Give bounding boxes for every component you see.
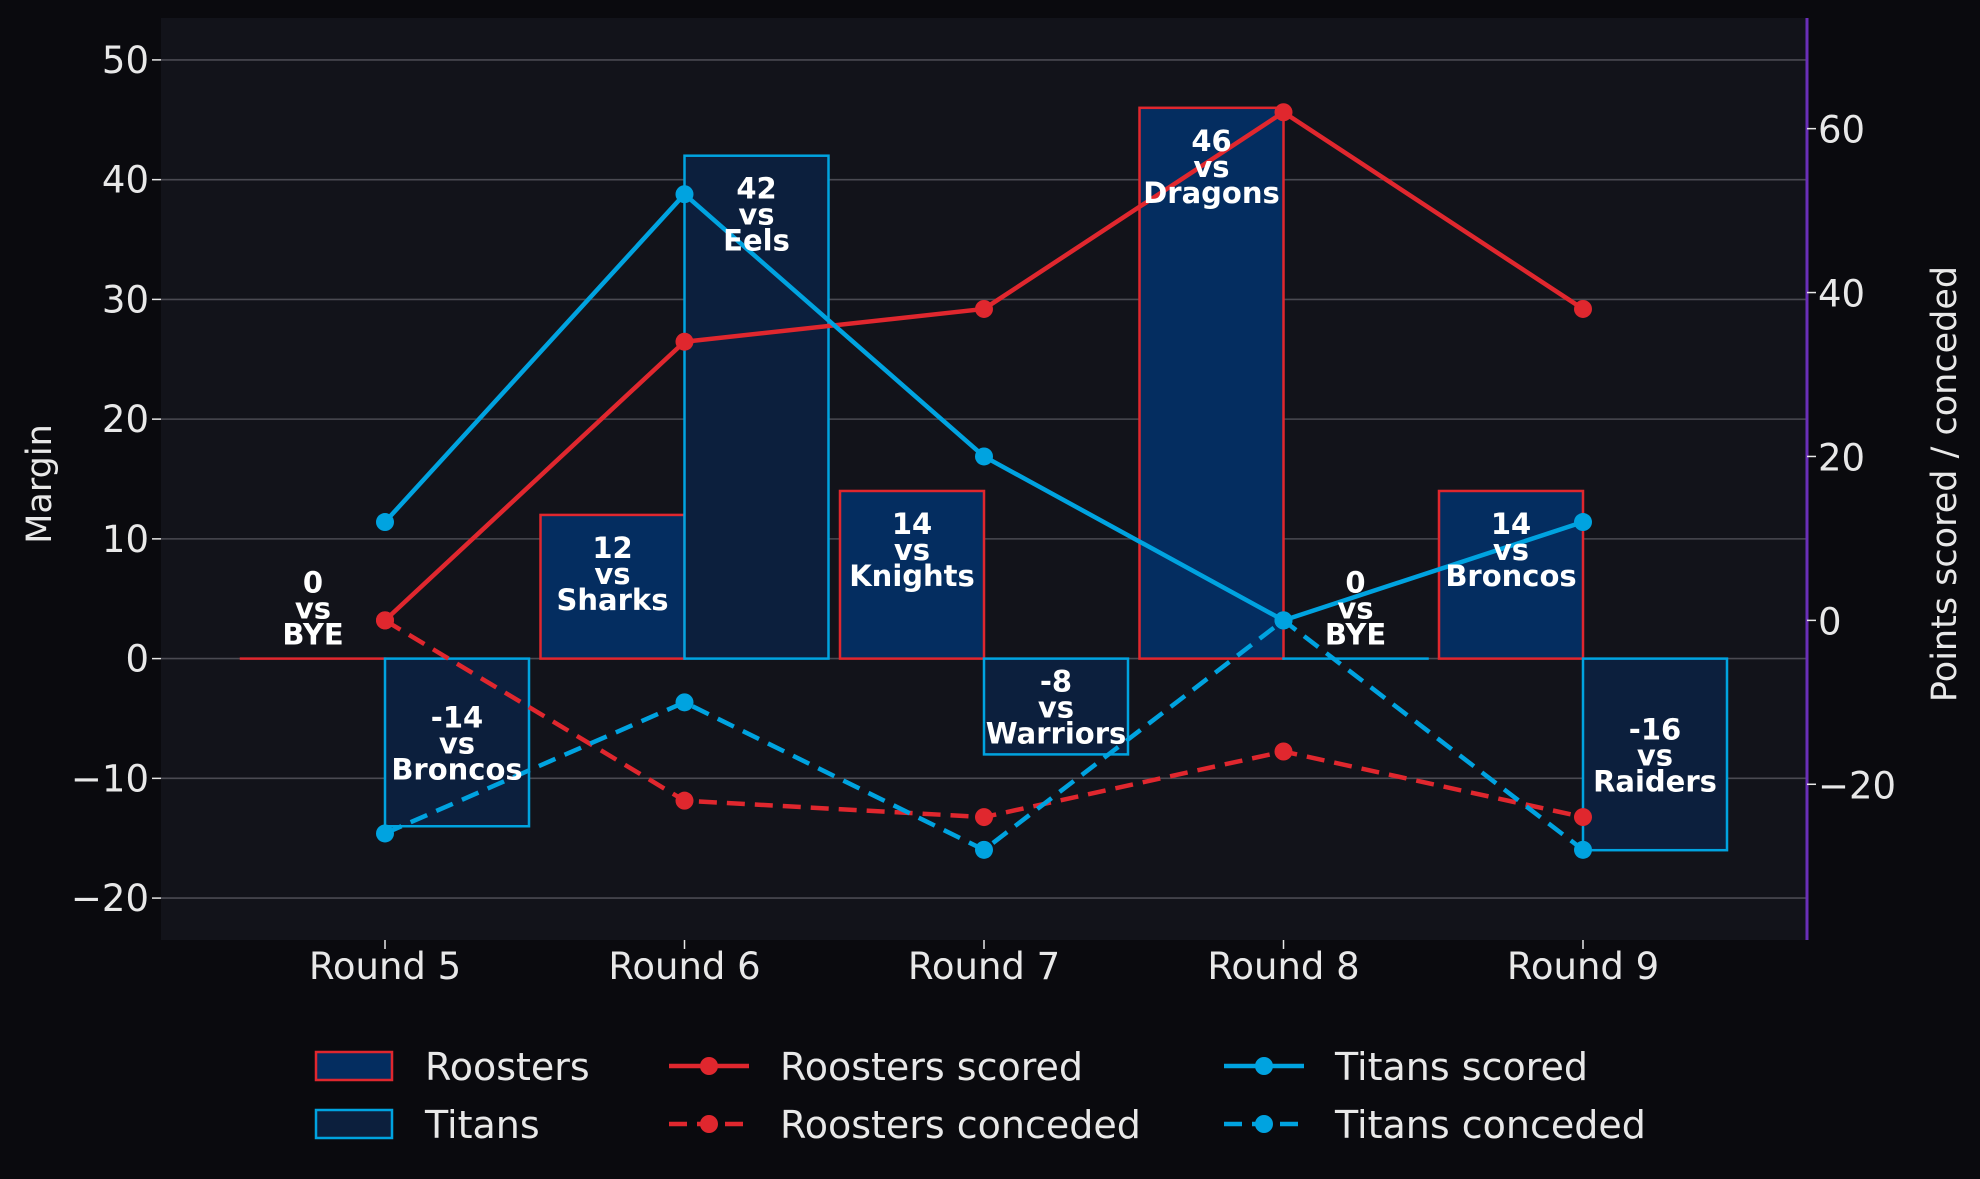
axes: 50 40 30 20 10 0 −10 −20 60 40 20 0 −20 Round 5 Round … <box>71 39 1896 988</box>
bar-data-label: vs <box>594 557 630 591</box>
bar-data-label: Raiders <box>1593 764 1717 798</box>
bar-data-label: 0 <box>303 566 323 600</box>
line-point <box>675 185 694 204</box>
line-point <box>1574 513 1592 532</box>
bar-roosters <box>539 513 686 660</box>
bar-data-label: vs <box>1637 738 1673 772</box>
legend-label: Roosters conceded <box>780 1103 1141 1147</box>
bar-data-label: vs <box>894 533 930 567</box>
bar-data-label: -14 <box>431 700 483 734</box>
bar-data-label: vs <box>1038 691 1074 725</box>
bar-data-label: Broncos <box>1445 559 1576 593</box>
bar-data-label: 14 <box>1491 507 1531 541</box>
bar-data-label: -8 <box>1040 665 1072 699</box>
y2-tick-label: 60 <box>1818 109 1865 152</box>
y-tick-label: 40 <box>102 159 149 202</box>
line-point <box>975 447 993 466</box>
bar-data-label: Broncos <box>391 752 522 786</box>
y-tick-label: 10 <box>102 518 149 561</box>
bar-titans <box>683 154 830 660</box>
line-point <box>975 808 993 827</box>
bar-data-label: BYE <box>1325 618 1386 652</box>
bar-data-label: vs <box>295 592 331 626</box>
legend-label: Roosters <box>425 1045 590 1089</box>
line-point <box>675 332 694 351</box>
line-point <box>1574 299 1592 318</box>
bar-data-label: Eels <box>723 224 790 258</box>
legend-label: Titans conceded <box>1334 1103 1646 1147</box>
line-point <box>376 513 394 532</box>
bar-data-label: 42 <box>736 172 776 206</box>
x-tick-label: Round 5 <box>309 945 461 988</box>
y-tick-label: 0 <box>125 638 149 681</box>
line-point <box>675 693 694 712</box>
y-tick-label: −10 <box>71 757 149 800</box>
bar-data-label: 14 <box>892 507 932 541</box>
bars <box>239 106 1729 852</box>
line-point <box>975 840 993 859</box>
bar-titans <box>982 657 1130 756</box>
line-point <box>1574 808 1592 827</box>
y-tick-label: 30 <box>102 278 149 321</box>
line-point <box>376 824 394 843</box>
bar-data-label: Warriors <box>986 717 1127 751</box>
x-tick-label: Round 7 <box>908 945 1060 988</box>
bar-data-label: Dragons <box>1143 176 1280 210</box>
line-point <box>376 611 394 630</box>
legend-swatch <box>314 1050 394 1082</box>
bar-data-label: Sharks <box>557 583 669 617</box>
legend-marker <box>700 1115 718 1133</box>
y2-axis-title: Points scored / conceded <box>1925 266 1965 702</box>
y2-tick-label: 40 <box>1818 273 1865 316</box>
x-tick-label: Round 6 <box>608 945 760 988</box>
bar-labels: 0vsBYE12vsSharks14vsKnights46vsDragons14… <box>282 124 1717 799</box>
legend-marker <box>1255 1057 1273 1075</box>
bar-data-label: vs <box>1493 533 1529 567</box>
line-point <box>1274 742 1293 761</box>
y2-tick-label: 20 <box>1818 436 1865 479</box>
bar-titans <box>383 657 531 828</box>
bar-data-label: vs <box>738 198 774 232</box>
bar-data-label: vs <box>1337 592 1373 626</box>
legend: Roosters Titans Roosters scored Roosters co… <box>314 1045 1646 1147</box>
x-tick-label: Round 9 <box>1507 945 1659 988</box>
legend-swatch <box>314 1108 394 1140</box>
bar-data-label: Knights <box>849 559 975 593</box>
y2-tick-label: 0 <box>1818 600 1842 643</box>
legend-label: Titans scored <box>1334 1045 1588 1089</box>
line-point <box>1274 611 1293 630</box>
y-axis-title: Margin <box>20 424 60 544</box>
bar-data-label: BYE <box>282 618 343 652</box>
y-tick-label: −20 <box>71 877 149 920</box>
bar-roosters <box>1437 489 1585 660</box>
bar-titans <box>1581 657 1729 852</box>
y-tick-label: 20 <box>102 398 149 441</box>
bar-data-label: 0 <box>1345 566 1365 600</box>
line-point <box>1274 103 1293 122</box>
bar-roosters <box>838 489 986 660</box>
legend-label: Titans <box>424 1103 540 1147</box>
line-point <box>675 791 694 810</box>
x-tick-label: Round 8 <box>1207 945 1359 988</box>
y-tick-label: 50 <box>102 39 149 82</box>
bar-data-label: vs <box>439 726 475 760</box>
bar-data-label: -16 <box>1629 712 1681 746</box>
lines <box>376 103 1592 859</box>
y2-tick-label: −20 <box>1818 764 1896 807</box>
line-point <box>975 299 993 318</box>
legend-label: Roosters scored <box>780 1045 1083 1089</box>
bar-data-label: vs <box>1193 150 1229 184</box>
line-point <box>1574 840 1592 859</box>
bar-roosters <box>1138 106 1285 660</box>
bar-data-label: 12 <box>592 531 632 565</box>
legend-marker <box>700 1057 718 1075</box>
legend-marker <box>1255 1115 1273 1133</box>
bar-data-label: 46 <box>1191 124 1231 158</box>
